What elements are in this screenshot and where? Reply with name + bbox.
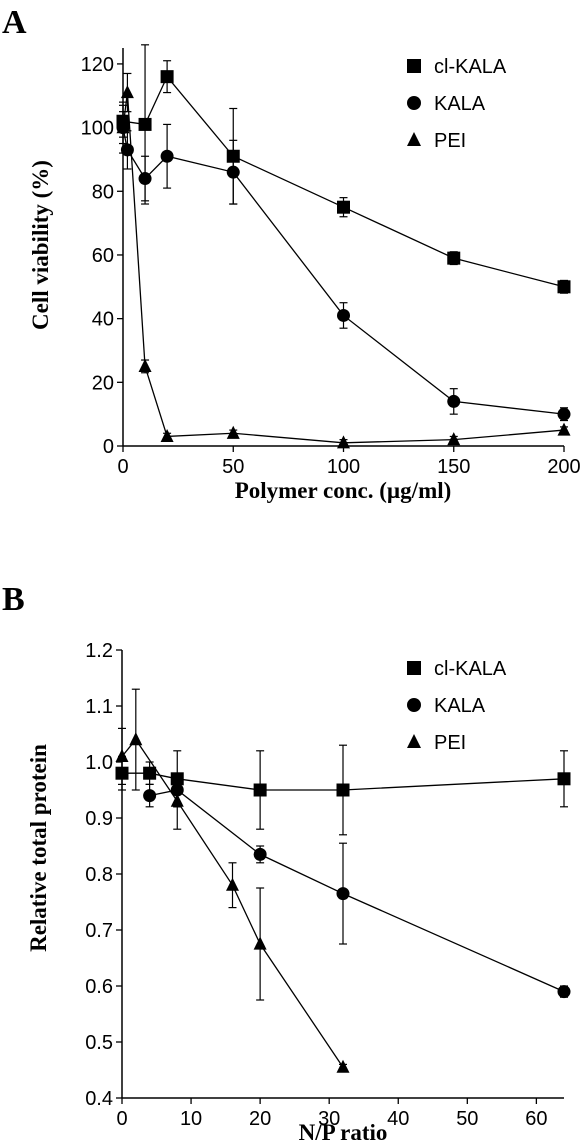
panel-a-series-pei-point xyxy=(120,85,134,99)
panel-b-legend-label-pei: PEI xyxy=(434,732,466,754)
panel-a-series-cl-kala-point xyxy=(447,251,461,265)
panel-a-series-pei-point xyxy=(447,432,461,446)
panel-a-series-pei-point xyxy=(226,425,240,439)
panel-a-series-kala xyxy=(116,101,571,422)
panel-a-x-tick-label: 0 xyxy=(117,456,128,478)
panel-b-x-tick-label: 20 xyxy=(249,1108,271,1130)
panel-b-legend-label-cl-kala: cl-KALA xyxy=(434,658,507,680)
panel-b-y-axis-title: Relative total protein xyxy=(26,744,51,952)
panel-a-series-kala-point xyxy=(160,149,174,163)
panel-b-series-cl-kala-point xyxy=(253,783,267,797)
panel-b-series-pei-point xyxy=(226,877,239,891)
panel-a-legend-label-kala: KALA xyxy=(434,93,486,115)
panel-b-series-kala-point xyxy=(557,985,571,999)
panel-a-x-tick-label: 50 xyxy=(222,456,244,478)
panel-a-series-pei-point xyxy=(337,435,350,449)
panel-b-x-tick-label: 40 xyxy=(387,1108,409,1130)
panel-b-y-tick-label: 0.6 xyxy=(85,976,113,998)
panel-b-series-cl-kala-point xyxy=(143,766,157,780)
panel-a-letter: A xyxy=(2,4,27,41)
panel-b-series-pei-point xyxy=(336,1059,350,1073)
panel-b-legend-marker-pei xyxy=(407,733,421,749)
panel-a-series-cl-kala-point xyxy=(160,70,174,84)
panel-a-legend: cl-KALA KALA PEI xyxy=(407,56,507,152)
panel-b-y-tick-label: 0.5 xyxy=(85,1032,113,1054)
panel-b-letter: B xyxy=(2,581,25,618)
panel-b-series-pei-point xyxy=(129,732,143,746)
panel-a-y-tick-label: 100 xyxy=(81,118,114,140)
panel-a-series-kala-point xyxy=(337,308,350,322)
panel-a-legend-label-pei: PEI xyxy=(434,130,466,152)
panel-a-series-pei-point xyxy=(557,422,571,436)
panel-b-y-tick-label: 0.4 xyxy=(85,1088,113,1110)
panel-b-y-tick-label: 0.8 xyxy=(85,864,113,886)
panel-a-legend-label-cl-kala: cl-KALA xyxy=(434,56,507,78)
panel-b-y-tick-label: 1.1 xyxy=(85,696,113,718)
panel-a-series-kala-point xyxy=(447,394,461,408)
panel-a-chart: 0 20 40 60 80 100 120 0 50 100 150 200 cl-KALA KALA PE… xyxy=(81,44,581,478)
panel-b-x-axis-title: N/P ratio xyxy=(299,1120,388,1144)
panel-a-series-pei xyxy=(116,72,571,449)
panel-b-legend-marker-cl-kala xyxy=(407,661,421,675)
panel-a-x-tick-label: 150 xyxy=(437,456,470,478)
panel-a-series-kala-line xyxy=(122,127,565,415)
panel-a-y-tick-label: 0 xyxy=(103,436,114,458)
panel-a-series-kala-point xyxy=(557,407,571,421)
panel-b-legend-label-kala: KALA xyxy=(434,695,486,717)
panel-b-series-kala-point xyxy=(336,887,350,901)
panel-b-y-tick-label: 0.7 xyxy=(85,920,113,942)
panel-b-legend: cl-KALA KALA PEI xyxy=(407,658,507,754)
panel-b-series-pei xyxy=(115,688,350,1073)
panel-b-chart: 0.4 0.5 0.6 0.7 0.8 0.9 1.0 1.1 1.2 0 10 20 30 40 50 60… xyxy=(85,640,571,1130)
panel-b-series-pei-point xyxy=(253,936,267,950)
panel-a-x-axis-title: Polymer conc. (µg/ml) xyxy=(235,478,452,503)
panel-b-series-kala-point xyxy=(143,789,157,803)
panel-b-x-tick-label: 30 xyxy=(318,1108,340,1130)
panel-a-series-pei-point xyxy=(160,428,174,443)
panel-b-y-tick-label: 0.9 xyxy=(85,808,113,830)
panel-a-series-cl-kala-point xyxy=(138,117,152,131)
panel-b-y-tick-label: 1.2 xyxy=(85,640,113,662)
panel-a-series-pei-line xyxy=(122,92,565,444)
panel-b-x-tick-label: 0 xyxy=(116,1108,127,1130)
panel-b-x-tick-label: 10 xyxy=(180,1108,202,1130)
panel-a-y-tick-label: 60 xyxy=(92,245,114,267)
panel-a-y-tick-label: 80 xyxy=(92,181,114,203)
panel-a-series-pei-point xyxy=(138,358,152,373)
panel-b-series-cl-kala xyxy=(115,744,571,836)
panel-a-series-pei-point xyxy=(116,120,130,134)
panel-b-series-cl-kala-point xyxy=(557,772,571,786)
panel-b-series-cl-kala-point xyxy=(336,783,350,797)
panel-a-legend-marker-kala xyxy=(407,96,421,110)
panel-b-series-kala-point xyxy=(253,847,267,861)
panel-b-series-pei-point xyxy=(115,748,129,763)
panel-b-series-kala-line xyxy=(149,789,565,993)
panel-a-series-cl-kala xyxy=(116,44,571,294)
panel-a-x-tick-label: 200 xyxy=(547,456,580,478)
panel-b-y-tick-label: 1.0 xyxy=(85,752,113,774)
panel-a-series-kala-point xyxy=(138,172,152,186)
panel-b-series-kala xyxy=(143,772,571,999)
panel-b-series-pei-point xyxy=(170,793,184,807)
panel-b-x-tick-label: 60 xyxy=(525,1108,547,1130)
panel-a-series-cl-kala-point xyxy=(557,280,571,294)
panel-a-x-tick-label: 100 xyxy=(327,456,360,478)
panel-a-series-cl-kala-line xyxy=(122,75,565,288)
panel-a-y-axis-title: Cell viability (%) xyxy=(28,160,53,330)
panel-a-series-kala-point xyxy=(226,165,240,179)
panel-b-legend-marker-kala xyxy=(407,698,421,712)
panel-b-x-tick-label: 50 xyxy=(456,1108,478,1130)
panel-a-series-cl-kala-point xyxy=(337,200,350,214)
panel-a-y-tick-label: 40 xyxy=(92,309,114,331)
panel-a-y-tick-label: 20 xyxy=(92,372,114,394)
panel-a-legend-marker-pei xyxy=(407,131,421,147)
panel-a-y-tick-label: 120 xyxy=(81,54,114,76)
panel-a-legend-marker-cl-kala xyxy=(407,59,421,73)
